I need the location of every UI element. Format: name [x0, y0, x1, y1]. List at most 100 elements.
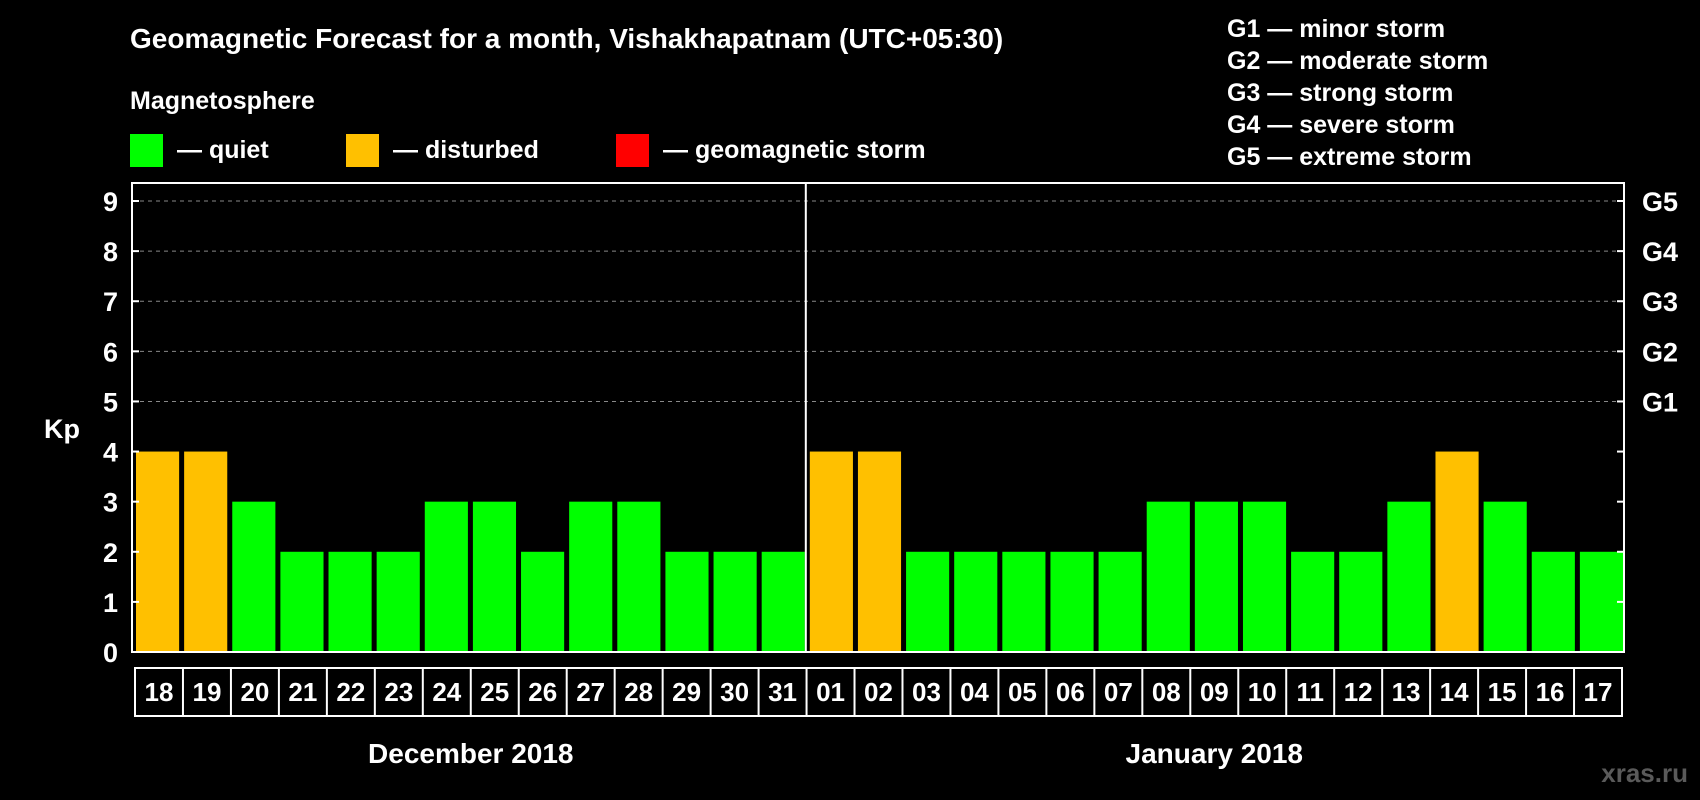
bar	[1483, 501, 1527, 652]
day-row-border	[134, 667, 1623, 717]
bar	[1098, 551, 1142, 652]
legend-label-storm: — geomagnetic storm	[663, 136, 926, 164]
bar	[1242, 501, 1287, 652]
bar	[1194, 501, 1238, 652]
day-label: 12	[1344, 677, 1373, 707]
bar	[569, 501, 613, 652]
legend: — quiet — disturbed — geomagnetic storm	[130, 134, 926, 167]
day-label: 26	[528, 677, 557, 707]
y-tick-label: 9	[103, 187, 118, 217]
watermark: xras.ru	[1601, 758, 1688, 788]
y-tick-label: 5	[103, 387, 118, 417]
bar	[809, 451, 853, 652]
bar	[665, 551, 709, 652]
day-label: 30	[720, 677, 749, 707]
bar	[136, 451, 180, 652]
day-label: 29	[672, 677, 701, 707]
legend-label-quiet: — quiet	[177, 136, 269, 164]
storm-tick-label: G4	[1642, 237, 1678, 267]
bar	[280, 551, 324, 652]
storm-scale-g4: G4 — severe storm	[1227, 111, 1455, 139]
day-label: 16	[1536, 677, 1565, 707]
legend-swatch-quiet	[130, 134, 163, 167]
day-labels: 18 19 20 21 22 23 24 25 26 27 28 29 30 31 01 02 03 04 05 06…	[134, 667, 1623, 717]
storm-tick-label: G1	[1642, 387, 1678, 417]
bars	[136, 451, 1623, 652]
y-tick-label: 7	[103, 287, 118, 317]
month-label: December 2018	[368, 738, 573, 769]
bar	[1387, 501, 1431, 652]
y-axis-label: Kp	[44, 414, 80, 444]
day-label: 06	[1056, 677, 1085, 707]
day-label: 03	[912, 677, 941, 707]
plot-border	[131, 182, 1625, 653]
month-label: January 2018	[1126, 738, 1303, 769]
day-label: 31	[768, 677, 797, 707]
day-label: 19	[192, 677, 221, 707]
bar	[1146, 501, 1190, 652]
day-label: 15	[1488, 677, 1517, 707]
storm-ticks: G1 G2 G3 G4 G5	[1617, 187, 1678, 653]
bar	[424, 501, 468, 652]
storm-scale-g3: G3 — strong storm	[1227, 79, 1453, 107]
y-tick-label: 2	[103, 538, 118, 568]
day-label: 14	[1440, 677, 1469, 707]
bar	[1435, 451, 1479, 652]
bar	[1579, 551, 1623, 652]
day-label: 08	[1152, 677, 1181, 707]
bar	[857, 451, 902, 652]
day-label: 21	[288, 677, 317, 707]
day-label: 17	[1584, 677, 1613, 707]
bar	[617, 501, 661, 652]
bar	[1002, 551, 1046, 652]
day-label: 02	[864, 677, 893, 707]
bar	[954, 551, 998, 652]
day-label: 09	[1200, 677, 1229, 707]
gridlines	[132, 200, 1624, 402]
bar	[1339, 551, 1383, 652]
storm-scale-g5: G5 — extreme storm	[1227, 143, 1472, 171]
y-tick-label: 8	[103, 237, 118, 267]
y-tick-label: 1	[103, 588, 118, 618]
day-label: 24	[432, 677, 461, 707]
legend-swatch-storm	[616, 134, 649, 167]
day-label: 11	[1296, 677, 1324, 707]
day-label: 04	[960, 677, 989, 707]
bar	[376, 551, 420, 652]
bar	[1291, 551, 1335, 652]
bar	[713, 551, 757, 652]
storm-scale-g1: G1 — minor storm	[1227, 15, 1445, 43]
day-label: 18	[145, 677, 174, 707]
chart-title: Geomagnetic Forecast for a month, Vishak…	[130, 23, 1003, 54]
legend-swatch-disturbed	[346, 134, 379, 167]
bar	[184, 451, 228, 652]
month-labels: December 2018 January 2018	[368, 738, 1303, 769]
y-tick-label: 0	[103, 638, 118, 668]
bar	[472, 501, 517, 652]
y-tick-label: 3	[103, 488, 118, 518]
day-label: 22	[336, 677, 365, 707]
day-label: 25	[480, 677, 509, 707]
bar	[1531, 551, 1575, 652]
day-label: 13	[1392, 677, 1421, 707]
day-label: 27	[576, 677, 605, 707]
storm-scale-g2: G2 — moderate storm	[1227, 47, 1488, 75]
day-label: 05	[1008, 677, 1037, 707]
bar	[761, 551, 805, 652]
day-label: 07	[1104, 677, 1133, 707]
y-ticks: 0 1 2 3 4 5 6 7 8 9	[103, 187, 139, 668]
day-label: 10	[1248, 677, 1277, 707]
day-label: 01	[816, 677, 845, 707]
y-tick-label: 4	[103, 438, 118, 468]
bar	[1050, 551, 1094, 652]
plot-frame	[131, 182, 1625, 653]
bar	[521, 551, 565, 652]
storm-scale: G1 — minor storm G2 — moderate storm G3 …	[1227, 15, 1488, 171]
bar	[232, 501, 276, 652]
storm-tick-label: G5	[1642, 187, 1678, 217]
day-label: 20	[240, 677, 269, 707]
legend-title: Magnetosphere	[130, 87, 315, 115]
day-label: 28	[624, 677, 653, 707]
y-tick-label: 6	[103, 337, 118, 367]
